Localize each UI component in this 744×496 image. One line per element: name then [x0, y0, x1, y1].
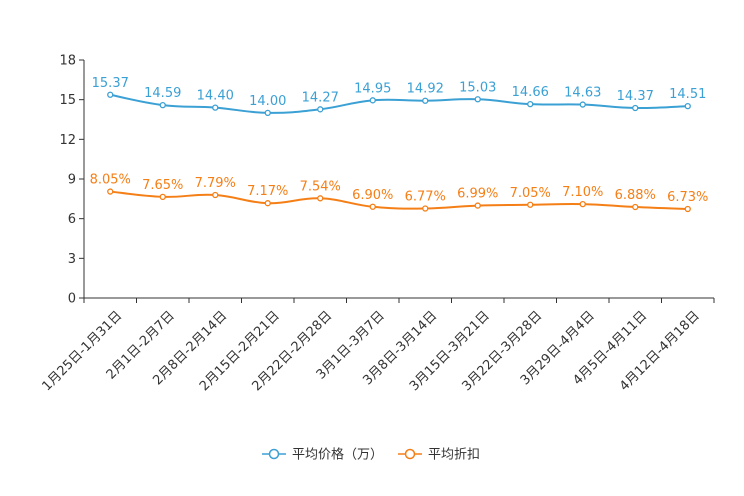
data-label: 8.05% [90, 173, 131, 188]
data-label: 6.73% [667, 190, 708, 205]
data-point[interactable] [212, 104, 219, 111]
data-point[interactable] [317, 195, 324, 202]
data-point[interactable] [107, 188, 114, 195]
y-axis: 0 3 6 9 12 15 18 [59, 54, 85, 307]
data-point[interactable] [632, 104, 639, 112]
series-1: 15.37 14.59 14.40 14.00 14.27 14.95 14.92 15.03… [92, 76, 706, 117]
data-label: 7.54% [300, 179, 341, 194]
data-point[interactable] [159, 193, 166, 201]
data-point[interactable] [422, 97, 429, 104]
data-label: 14.59 [144, 86, 181, 101]
legend-label: 平均价格（万） [292, 447, 383, 463]
x-axis: 1月25日-1月31日2月1日-2月7日2月8日-2月14日2月15日-2月21… [40, 297, 715, 394]
data-label: 14.95 [354, 81, 391, 96]
data-point[interactable] [579, 101, 586, 108]
data-label: 6.88% [615, 188, 656, 203]
data-label: 7.05% [510, 186, 551, 201]
y-tick-label: 15 [59, 93, 76, 108]
data-point[interactable] [684, 205, 691, 213]
legend-marker [404, 448, 416, 460]
y-tick-label: 3 [68, 252, 76, 267]
y-tick-label: 0 [68, 292, 76, 307]
data-point[interactable] [579, 200, 586, 208]
legend[interactable]: 平均价格（万） 平均折扣 [262, 447, 480, 463]
data-point[interactable] [159, 101, 166, 109]
y-tick-label: 6 [68, 212, 76, 227]
legend-item-1[interactable]: 平均价格（万） [262, 447, 383, 463]
data-point[interactable] [527, 201, 534, 208]
data-label: 14.40 [197, 89, 234, 104]
data-label: 7.79% [195, 176, 236, 191]
data-label: 14.37 [617, 89, 654, 104]
data-label: 7.65% [142, 178, 183, 193]
y-tick-label: 18 [59, 54, 76, 69]
data-point[interactable] [527, 101, 534, 108]
data-label: 7.17% [247, 184, 288, 199]
data-label: 15.03 [459, 80, 496, 95]
y-tick-label: 12 [59, 133, 76, 148]
series-layer: 15.37 14.59 14.40 14.00 14.27 14.95 14.92 15.03… [90, 76, 708, 213]
data-label: 15.37 [92, 76, 129, 91]
series-2: 8.05% 7.65% 7.79% 7.17% 7.54% 6.90% 6.77% 6.99%… [90, 173, 708, 213]
data-point[interactable] [422, 205, 429, 212]
data-point[interactable] [369, 203, 376, 210]
data-label: 14.27 [302, 90, 339, 105]
data-point[interactable] [107, 91, 114, 98]
data-point[interactable] [369, 97, 376, 104]
series-line [110, 93, 688, 114]
data-point[interactable] [212, 191, 219, 199]
data-label: 14.51 [669, 87, 706, 102]
data-point[interactable] [632, 203, 639, 211]
y-tick-label: 9 [68, 173, 76, 188]
data-point[interactable] [264, 200, 271, 207]
data-point[interactable] [474, 202, 481, 209]
data-label: 6.99% [457, 187, 498, 202]
data-point[interactable] [264, 109, 271, 117]
data-label: 14.00 [249, 94, 286, 109]
data-point[interactable] [317, 106, 324, 113]
data-point[interactable] [684, 102, 691, 110]
data-label: 6.77% [405, 189, 446, 204]
data-label: 7.10% [562, 185, 603, 200]
data-label: 6.90% [352, 188, 393, 203]
data-label: 14.66 [512, 85, 549, 100]
data-label: 14.63 [564, 86, 601, 101]
series-line [110, 190, 688, 211]
legend-item-2[interactable]: 平均折扣 [398, 448, 480, 463]
data-point[interactable] [474, 96, 481, 103]
data-label: 14.92 [407, 82, 444, 97]
legend-marker [268, 448, 280, 460]
legend-label: 平均折扣 [428, 448, 480, 463]
